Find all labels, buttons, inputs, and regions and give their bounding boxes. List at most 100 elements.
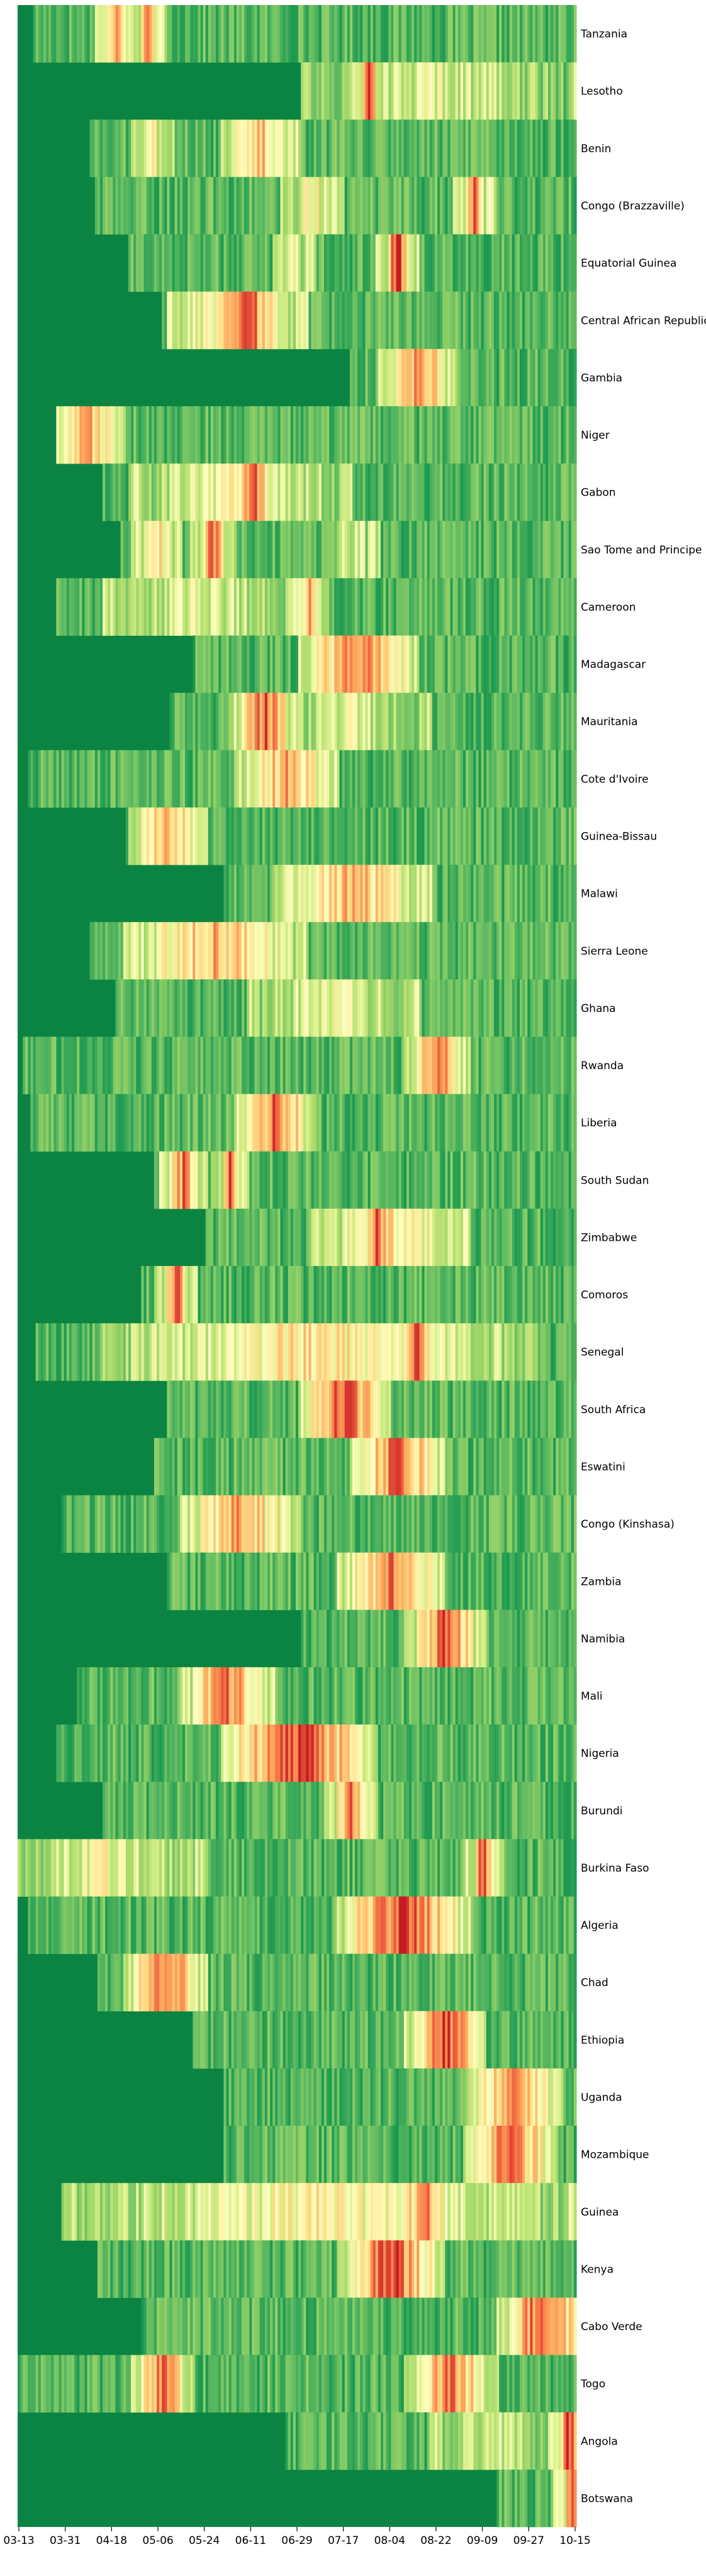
heatmap-cell <box>391 1323 395 1381</box>
heatmap-cell <box>143 464 147 521</box>
heatmap-cell <box>332 1151 335 1209</box>
heatmap-cell <box>71 1036 75 1094</box>
heatmap-cell <box>352 464 356 521</box>
heatmap-cell <box>447 692 451 751</box>
heatmap-cell <box>427 1094 430 1152</box>
heatmap-cell <box>355 1438 358 1496</box>
heatmap-cell <box>349 119 353 177</box>
heatmap-cell <box>378 1208 381 1267</box>
heatmap-cell <box>483 922 487 980</box>
heatmap-cell <box>424 234 428 292</box>
heatmap-cell <box>323 1323 327 1381</box>
heatmap-cell <box>164 807 167 865</box>
heatmap-cell <box>280 1495 284 1553</box>
heatmap-cell <box>308 1036 312 1094</box>
heatmap-cell <box>460 1495 464 1553</box>
heatmap-cell <box>393 865 397 923</box>
heatmap-cell <box>169 578 173 636</box>
heatmap-cell <box>447 578 451 636</box>
heatmap-cell <box>388 119 391 177</box>
heatmap-cell <box>311 1495 315 1553</box>
heatmap-cell <box>123 1495 126 1553</box>
heatmap-cell <box>352 1495 356 1553</box>
heatmap-cell <box>177 979 181 1037</box>
heatmap-cell <box>349 1380 353 1438</box>
heatmap-cell <box>491 1495 495 1553</box>
heatmap-row <box>141 1266 577 1324</box>
heatmap-cell <box>306 1323 310 1381</box>
heatmap-cell <box>123 979 126 1037</box>
heatmap-cell <box>295 807 299 865</box>
heatmap-cell <box>221 406 224 464</box>
heatmap-cell <box>306 5 310 63</box>
heatmap-cell <box>427 1495 430 1553</box>
heatmap-cell <box>545 1151 549 1209</box>
heatmap-cell <box>512 1094 515 1152</box>
heatmap-cell <box>370 1266 374 1324</box>
heatmap-cell <box>452 1495 456 1553</box>
heatmap-cell <box>321 578 325 636</box>
heatmap-cell <box>190 979 193 1037</box>
heatmap-cell <box>169 1552 173 1611</box>
heatmap-cell <box>321 1094 325 1152</box>
heatmap-cell <box>334 464 338 521</box>
heatmap-cell <box>128 406 132 464</box>
heatmap-cell <box>440 1495 443 1553</box>
heatmap-cell <box>409 1380 412 1438</box>
heatmap-cell <box>494 578 497 636</box>
heatmap-cell <box>252 979 255 1037</box>
heatmap-cell <box>522 578 525 636</box>
heatmap-cell <box>174 1323 178 1381</box>
heatmap-cell <box>558 1552 562 1611</box>
heatmap-cell <box>244 578 247 636</box>
heatmap-cell <box>491 750 495 808</box>
heatmap-cell <box>501 979 505 1037</box>
heatmap-cell <box>321 1036 325 1094</box>
heatmap-cell <box>412 1323 415 1381</box>
heatmap-cell <box>427 1552 430 1611</box>
heatmap-cell <box>427 291 430 350</box>
heatmap-cell <box>321 406 325 464</box>
heatmap-cell <box>424 1208 428 1267</box>
heatmap-cell <box>298 1094 301 1152</box>
heatmap-cell <box>164 750 167 808</box>
heatmap-cell <box>378 62 381 120</box>
heatmap-cell <box>159 750 162 808</box>
heatmap-cell <box>280 1323 284 1381</box>
heatmap-cell <box>182 464 186 521</box>
heatmap-cell <box>556 1266 559 1324</box>
heatmap-cell <box>558 979 562 1037</box>
heatmap-cell <box>244 1094 247 1152</box>
heatmap-cell <box>466 521 469 579</box>
heatmap-cell <box>308 5 312 63</box>
heatmap-cell <box>445 1380 448 1438</box>
heatmap-cell <box>406 291 410 350</box>
heatmap-cell <box>184 1380 188 1438</box>
heatmap-cell <box>59 5 62 63</box>
heatmap-cell <box>264 635 268 694</box>
heatmap-cell <box>249 865 252 923</box>
heatmap-cell <box>244 692 247 751</box>
heatmap-cell <box>553 1208 556 1267</box>
heatmap-cell <box>457 578 461 636</box>
heatmap-cell <box>146 5 150 63</box>
heatmap-cell <box>342 1094 345 1152</box>
heatmap-cell <box>391 1266 395 1324</box>
heatmap-cell <box>318 692 322 751</box>
heatmap-cell <box>298 922 301 980</box>
heatmap-cell <box>203 979 206 1037</box>
heatmap-cell <box>156 1151 160 1209</box>
heatmap-cell <box>491 234 495 292</box>
heatmap-cell <box>290 1094 294 1152</box>
heatmap-cell <box>244 1036 247 1094</box>
heatmap-cell <box>386 1036 389 1094</box>
heatmap-cell <box>391 234 395 292</box>
heatmap-cell <box>452 578 456 636</box>
heatmap-cell <box>125 5 129 63</box>
heatmap-cell <box>409 692 412 751</box>
heatmap-cell <box>51 750 54 808</box>
heatmap-cell <box>355 922 358 980</box>
heatmap-cell <box>491 1552 495 1611</box>
heatmap-cell <box>417 692 420 751</box>
heatmap-cell <box>476 406 479 464</box>
